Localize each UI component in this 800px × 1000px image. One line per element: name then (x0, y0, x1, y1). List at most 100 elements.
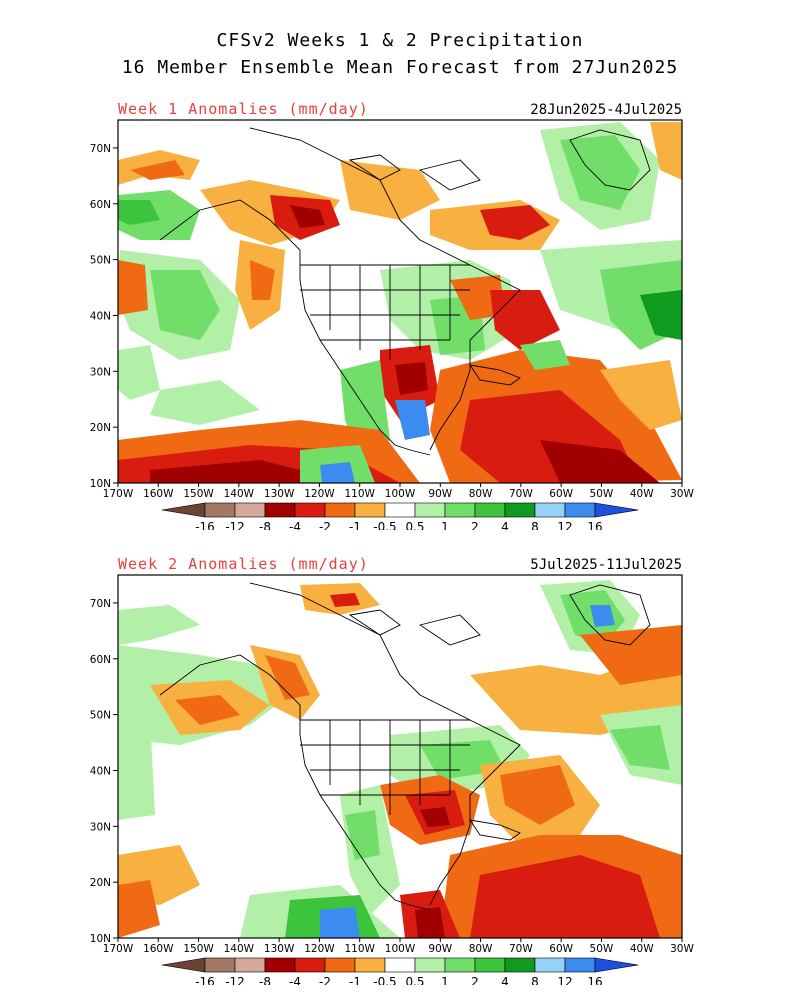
week1-colorbar-label: -1 (349, 520, 361, 530)
week2-lon-tick-label: 50W (590, 943, 614, 955)
week2-colorbar-label: -8 (259, 975, 271, 985)
week2-lon-tick-label: 150W (183, 943, 214, 955)
week1-colorbar-high-arrow (594, 502, 639, 518)
week1-lon-tick-label: 160W (143, 488, 174, 500)
week2-lat-tick-label: 60N (90, 654, 111, 666)
week1-colorbar-swatch (264, 502, 296, 518)
week2-colorbar-label: 12 (557, 975, 572, 985)
week1-colorbar-swatch (234, 502, 266, 518)
week1-lon-tick-label: 120W (304, 488, 335, 500)
week1-colorbar-swatch (384, 502, 416, 518)
week2-colorbar-label: 16 (587, 975, 602, 985)
week2-colorbar-swatch (444, 957, 476, 973)
week2-colorbar-swatch (354, 957, 386, 973)
week1-axes: 10N 20N 30N 40N 50N 60N 70N 170W 160W 150W 140W 13… (90, 143, 695, 500)
week1-colorbar-label: 1 (441, 520, 449, 530)
week1-lon-tick-label: 100W (385, 488, 416, 500)
week2-panel-title: Week 2 Anomalies (mm/day) (118, 555, 369, 573)
week1-lon-tick-label: 90W (428, 488, 452, 500)
week2-colorbar-swatch (294, 957, 326, 973)
week2-colorbar-swatch (204, 957, 236, 973)
week2-colorbar-label: -4 (289, 975, 301, 985)
week2-axes: 10N 20N 30N 40N 50N 60N 70N 170W 160W 150W 140W 13… (90, 598, 695, 955)
week1-lon-tick-label: 110W (344, 488, 375, 500)
week2-colorbar-swatch (234, 957, 266, 973)
week2-lon-tick-label: 110W (344, 943, 375, 955)
week2-panel-dates: 5Jul2025-11Jul2025 (530, 557, 682, 573)
week2-colorbar-label: -1 (349, 975, 361, 985)
week2-lon-tick-label: 40W (630, 943, 654, 955)
week2-lon-tick-label: 30W (670, 943, 694, 955)
week1-colorbar-label: -2 (319, 520, 331, 530)
week1-colorbar-label: 2 (471, 520, 479, 530)
week2-lon-tick-label: 160W (143, 943, 174, 955)
week1-lat-tick-label: 70N (90, 143, 111, 155)
week1-panel-dates: 28Jun2025-4Jul2025 (530, 102, 682, 118)
week1-colorbar-label: -0.5 (373, 520, 396, 530)
week1-colorbar-swatch (474, 502, 506, 518)
week2-lon-tick-label: 70W (509, 943, 533, 955)
week1-colorbar-label: 12 (557, 520, 572, 530)
week1-lon-tick-label: 140W (224, 488, 255, 500)
week2-colorbar-label: 8 (531, 975, 539, 985)
week1-colorbar-swatch (564, 502, 596, 518)
week2-lon-tick-label: 120W (304, 943, 335, 955)
week1-lon-tick-label: 40W (630, 488, 654, 500)
week1-colorbar-swatch (354, 502, 386, 518)
week1-colorbar-label: 16 (587, 520, 602, 530)
week1-lat-tick-label: 20N (90, 422, 111, 434)
week1-lon-tick-label: 60W (549, 488, 573, 500)
week2-colorbar-swatch (504, 957, 536, 973)
week2-colorbar-swatch (534, 957, 566, 973)
week2-lat-tick-label: 10N (90, 933, 111, 945)
week2-lat-tick-label: 40N (90, 765, 111, 777)
week2-colorbar-swatch (474, 957, 506, 973)
week1-colorbar-label: -16 (195, 520, 215, 530)
week2-colorbar-label: 1 (441, 975, 449, 985)
week2-colorbar-swatch (264, 957, 296, 973)
week1-lon-tick-label: 80W (469, 488, 493, 500)
week1-colorbar-label: -8 (259, 520, 271, 530)
week2-colorbar-swatch (324, 957, 356, 973)
week2-colorbar-label: -2 (319, 975, 331, 985)
week1-colorbar-label: 8 (531, 520, 539, 530)
week1-colorbar-label: -12 (225, 520, 245, 530)
week2-colorbar-label: -12 (225, 975, 245, 985)
week1-colorbar-low-arrow (161, 502, 206, 518)
week1-lon-tick-label: 150W (183, 488, 214, 500)
week2-lat-tick-label: 20N (90, 877, 111, 889)
week1-panel-title: Week 1 Anomalies (mm/day) (118, 100, 369, 118)
week2-colorbar-label: 4 (501, 975, 509, 985)
week1-colorbar-label: 0.5 (405, 520, 424, 530)
week2-colorbar-swatch (564, 957, 596, 973)
week2-colorbar-low-arrow (161, 957, 206, 973)
week2-lon-tick-label: 100W (385, 943, 416, 955)
week1-colorbar-swatch (444, 502, 476, 518)
week1-lon-tick-label: 70W (509, 488, 533, 500)
week1-colorbar-label: -4 (289, 520, 301, 530)
week2-colorbar-label: -0.5 (373, 975, 396, 985)
week2-lon-tick-label: 170W (103, 943, 134, 955)
week2-lat-tick-label: 30N (90, 821, 111, 833)
week1-lon-tick-label: 30W (670, 488, 694, 500)
week1-colorbar-swatch (294, 502, 326, 518)
week1-lat-tick-label: 40N (90, 310, 111, 322)
week1-colorbar-label: 4 (501, 520, 509, 530)
week1-panel: Week 1 Anomalies (mm/day) 28Jun2025-4Jul… (0, 100, 800, 530)
week2-panel: Week 2 Anomalies (mm/day) 5Jul2025-11Jul… (0, 555, 800, 985)
chart-title-line1: CFSv2 Weeks 1 & 2 Precipitation (216, 30, 584, 51)
week2-lon-tick-label: 140W (224, 943, 255, 955)
week1-colorbar-swatch (204, 502, 236, 518)
week2-colorbar-label: -16 (195, 975, 215, 985)
week1-lat-tick-label: 60N (90, 199, 111, 211)
week2-lat-tick-label: 70N (90, 598, 111, 610)
week1-lon-tick-label: 50W (590, 488, 614, 500)
week2-lon-tick-label: 60W (549, 943, 573, 955)
week2-colorbar-label: 0.5 (405, 975, 424, 985)
week1-colorbar-swatch (324, 502, 356, 518)
week2-colorbar: -16 -12 -8 -4 -2 -1 -0.5 0.5 1 2 4 8 12 16 (161, 957, 639, 985)
week1-colorbar-swatch (534, 502, 566, 518)
week2-lon-tick-label: 80W (469, 943, 493, 955)
